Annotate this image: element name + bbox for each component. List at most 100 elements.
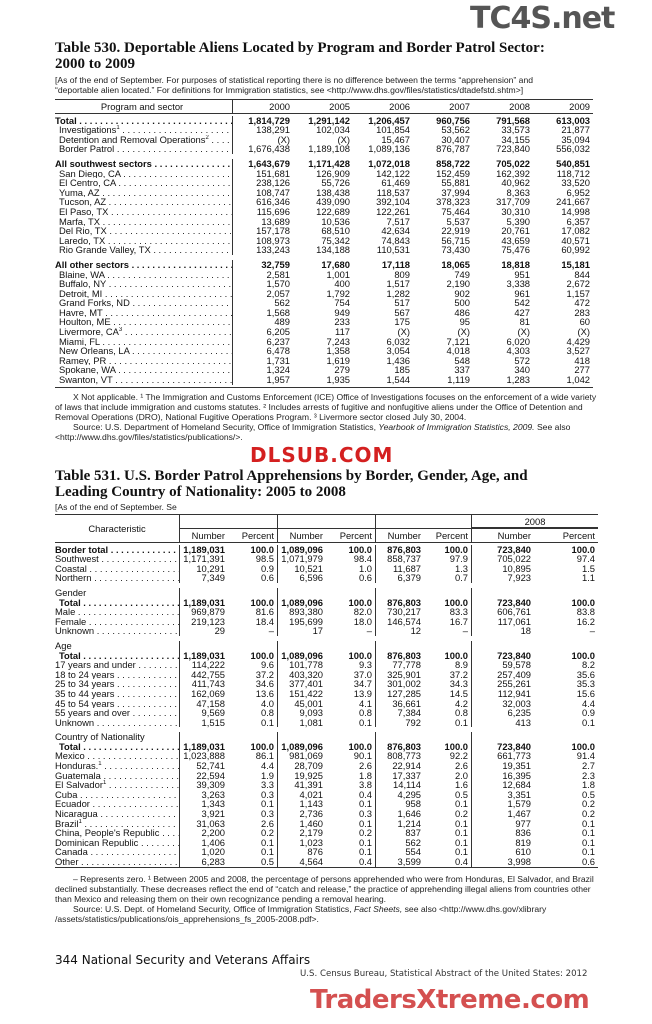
cell-value: 1,406 <box>201 836 225 848</box>
cell-value: 2.7 <box>581 760 595 772</box>
cell-value: 3,054 <box>386 345 410 357</box>
table-row: Border Patrol 1,676,438 1,189,108 1,089,136… <box>55 144 593 154</box>
cell-value: 42,634 <box>381 225 410 237</box>
cell-value: 2,179 <box>299 827 323 839</box>
cell-value: 33,573 <box>501 124 530 136</box>
cell-value: 1,089,096 <box>281 543 323 555</box>
cell-value: 1,643,679 <box>248 157 290 169</box>
cell-value: 16.2 <box>576 615 595 627</box>
year-header-2008: 2008 <box>472 515 598 528</box>
cell-value: 0.1 <box>581 836 595 848</box>
cell-value: 3,921 <box>201 808 225 820</box>
cell-value: 1,814,729 <box>248 114 290 126</box>
cell-value: 126,909 <box>316 167 350 179</box>
cell-value: 791,568 <box>496 114 530 126</box>
cell-value: 162,069 <box>191 687 225 699</box>
cell-value: 34.3 <box>424 679 472 689</box>
cell-value: 0.1 <box>424 828 472 838</box>
cell-value: 1,214 <box>397 817 421 829</box>
cell-value: 22,914 <box>392 760 421 772</box>
table-531-title: Table 531. U.S. Border Patrol Apprehensi… <box>55 468 528 500</box>
table-row: Detention and Removal Operations2 (X) (X) 1… <box>55 135 593 145</box>
table-row: All southwest sectors 1,643,679 1,171,428 1… <box>55 154 593 169</box>
cell-value: 83.8 <box>576 606 595 618</box>
cell-value: 809 <box>394 268 410 280</box>
cell-value: 562 <box>405 836 421 848</box>
row-label: 35 to 44 years <box>55 688 180 699</box>
table-row: El Paso, TX 115,696 122,689 122,261 75,464 30… <box>55 207 593 217</box>
row-label-text: Spokane, WA <box>59 365 116 376</box>
cell-value: (X) <box>577 326 591 338</box>
cell-value: 37.2 <box>228 670 278 680</box>
cell-value: 117 <box>335 326 350 338</box>
cell-value: 0.5 <box>228 857 278 867</box>
cell-value: 81.6 <box>228 607 278 617</box>
number-header: Number <box>191 530 225 541</box>
row-label-text: Livermore, CA <box>59 327 119 337</box>
cell-value: 472 <box>574 297 590 309</box>
cell-value: 3,351 <box>507 788 531 800</box>
cell-value: 613,003 <box>556 114 590 126</box>
percent-header: Percent <box>228 529 278 542</box>
cell-value: 9,569 <box>201 707 225 719</box>
row-label-text: Swanton, VT <box>59 375 113 385</box>
cell-value: 337 <box>454 364 470 376</box>
cell-value <box>228 732 278 742</box>
cell-value: 81 <box>519 316 530 328</box>
row-label-text: Yuma, AZ <box>59 187 100 198</box>
cell-value: (X) <box>397 326 411 338</box>
row-label-text: Ecuador <box>55 799 90 810</box>
cell-value: 7,121 <box>446 335 470 347</box>
cell-value: 100.0 <box>424 597 472 608</box>
cell-value: 83.3 <box>424 607 472 617</box>
row-label-text: 35 to 44 years <box>55 688 115 699</box>
cell-value: 75,342 <box>321 234 350 246</box>
cell-value: 0.1 <box>228 718 278 728</box>
cell-value: 749 <box>454 268 470 280</box>
row-label: Brazil1 <box>55 818 180 829</box>
cell-value: 2,581 <box>266 268 290 280</box>
row-label: Spokane, WA <box>55 365 233 376</box>
cell-value: 118,712 <box>556 167 590 179</box>
cell-value: 133,243 <box>256 244 290 256</box>
cell-value: 238,126 <box>256 177 290 189</box>
cell-value: 37.2 <box>424 670 472 680</box>
cell-value: 75,464 <box>441 205 470 217</box>
watermark-dlsub: DLSUB.COM <box>250 443 394 467</box>
cell-value: 0.5 <box>424 790 472 800</box>
cell-value: 0.1 <box>581 827 595 839</box>
cell-value: 241,667 <box>556 196 590 208</box>
cell-value: 876,803 <box>387 649 421 661</box>
cell-value: 122,261 <box>376 205 410 217</box>
cell-value: 1,935 <box>326 374 350 386</box>
table-row: Total1,189,031100.01,089,096100.0876,803… <box>55 597 598 608</box>
table-row: Age <box>55 636 598 651</box>
cell-value: 8.9 <box>424 660 472 670</box>
cell-value: 392,104 <box>376 196 410 208</box>
cell-value: 1,646 <box>397 808 421 820</box>
row-label: Ecuador <box>55 799 180 810</box>
row-label-text: Border Patrol <box>59 144 115 154</box>
cell-value: 117,061 <box>497 615 531 627</box>
watermark-tradersxtreme: TradersXtreme.com <box>310 985 590 1015</box>
cell-value: 4,018 <box>446 345 470 357</box>
row-label: Unknown <box>55 626 180 636</box>
row-label-text: Blaine, WA <box>59 269 105 280</box>
table-row: Marfa, TX 13,689 10,536 7,517 5,537 5,390 6,35… <box>55 216 593 227</box>
cell-value: 876,803 <box>387 740 421 752</box>
table-row: Nicaragua3,9210.32,7360.31,6460.21,4670.… <box>55 809 598 819</box>
source-note: Source: U.S. Dept. of Homeland Security,… <box>55 904 547 924</box>
cell-value: 0.4 <box>326 857 376 867</box>
cell-value: 19,351 <box>502 760 531 772</box>
cell-value: 2,200 <box>201 827 225 839</box>
cell-value: 1,957 <box>266 374 290 386</box>
cell-value: 17,337 <box>392 769 421 781</box>
cell-value: 1,171,428 <box>308 157 350 169</box>
cell-value: 18.0 <box>326 617 376 627</box>
cell-value: 1,143 <box>299 798 323 810</box>
cell-value: 2.6 <box>228 819 278 829</box>
table-row: Grand Forks, ND 562 754 517 500 542 472 <box>55 298 593 308</box>
cell-value: 0.1 <box>326 718 376 728</box>
cell-value: 1,283 <box>506 374 530 386</box>
